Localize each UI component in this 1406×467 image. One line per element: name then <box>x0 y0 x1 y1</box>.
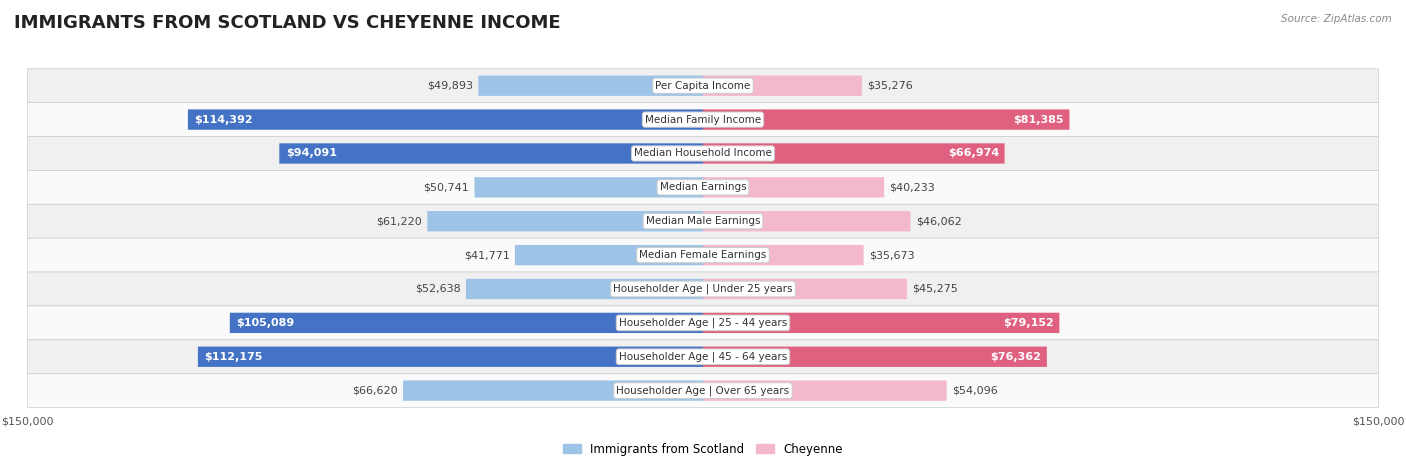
FancyBboxPatch shape <box>28 238 1378 272</box>
FancyBboxPatch shape <box>703 245 863 265</box>
FancyBboxPatch shape <box>703 211 911 231</box>
FancyBboxPatch shape <box>703 279 907 299</box>
Text: Median Male Earnings: Median Male Earnings <box>645 216 761 226</box>
FancyBboxPatch shape <box>280 143 703 163</box>
FancyBboxPatch shape <box>28 170 1378 204</box>
Text: $45,275: $45,275 <box>912 284 957 294</box>
Text: $76,362: $76,362 <box>991 352 1042 362</box>
FancyBboxPatch shape <box>404 381 703 401</box>
FancyBboxPatch shape <box>703 313 1059 333</box>
FancyBboxPatch shape <box>28 272 1378 306</box>
Text: $79,152: $79,152 <box>1004 318 1054 328</box>
Text: Median Female Earnings: Median Female Earnings <box>640 250 766 260</box>
Text: $35,276: $35,276 <box>868 81 912 91</box>
Text: $46,062: $46,062 <box>915 216 962 226</box>
Text: Per Capita Income: Per Capita Income <box>655 81 751 91</box>
Text: $66,974: $66,974 <box>948 149 1000 158</box>
Text: $49,893: $49,893 <box>427 81 472 91</box>
Text: $52,638: $52,638 <box>415 284 461 294</box>
Text: Householder Age | 25 - 44 years: Householder Age | 25 - 44 years <box>619 318 787 328</box>
FancyBboxPatch shape <box>703 143 1004 163</box>
Text: $112,175: $112,175 <box>205 352 263 362</box>
FancyBboxPatch shape <box>703 177 884 198</box>
Text: Median Household Income: Median Household Income <box>634 149 772 158</box>
FancyBboxPatch shape <box>229 313 703 333</box>
FancyBboxPatch shape <box>703 109 1070 130</box>
FancyBboxPatch shape <box>28 69 1378 103</box>
FancyBboxPatch shape <box>188 109 703 130</box>
Text: Householder Age | Over 65 years: Householder Age | Over 65 years <box>616 385 790 396</box>
Legend: Immigrants from Scotland, Cheyenne: Immigrants from Scotland, Cheyenne <box>558 438 848 460</box>
FancyBboxPatch shape <box>703 347 1047 367</box>
FancyBboxPatch shape <box>474 177 703 198</box>
Text: $105,089: $105,089 <box>236 318 295 328</box>
Text: Householder Age | Under 25 years: Householder Age | Under 25 years <box>613 284 793 294</box>
FancyBboxPatch shape <box>478 76 703 96</box>
FancyBboxPatch shape <box>28 136 1378 170</box>
Text: Source: ZipAtlas.com: Source: ZipAtlas.com <box>1281 14 1392 24</box>
Text: $41,771: $41,771 <box>464 250 509 260</box>
Text: $54,096: $54,096 <box>952 386 998 396</box>
Text: IMMIGRANTS FROM SCOTLAND VS CHEYENNE INCOME: IMMIGRANTS FROM SCOTLAND VS CHEYENNE INC… <box>14 14 561 32</box>
Text: $50,741: $50,741 <box>423 182 470 192</box>
Text: $40,233: $40,233 <box>890 182 935 192</box>
Text: $94,091: $94,091 <box>285 149 337 158</box>
FancyBboxPatch shape <box>515 245 703 265</box>
Text: $35,673: $35,673 <box>869 250 915 260</box>
Text: $114,392: $114,392 <box>194 114 253 125</box>
FancyBboxPatch shape <box>28 204 1378 238</box>
Text: Householder Age | 45 - 64 years: Householder Age | 45 - 64 years <box>619 352 787 362</box>
Text: $66,620: $66,620 <box>352 386 398 396</box>
FancyBboxPatch shape <box>28 306 1378 340</box>
Text: Median Earnings: Median Earnings <box>659 182 747 192</box>
FancyBboxPatch shape <box>703 76 862 96</box>
FancyBboxPatch shape <box>28 340 1378 374</box>
FancyBboxPatch shape <box>28 374 1378 408</box>
FancyBboxPatch shape <box>198 347 703 367</box>
FancyBboxPatch shape <box>465 279 703 299</box>
Text: $61,220: $61,220 <box>377 216 422 226</box>
Text: Median Family Income: Median Family Income <box>645 114 761 125</box>
FancyBboxPatch shape <box>28 103 1378 136</box>
FancyBboxPatch shape <box>703 381 946 401</box>
Text: $81,385: $81,385 <box>1014 114 1064 125</box>
FancyBboxPatch shape <box>427 211 703 231</box>
